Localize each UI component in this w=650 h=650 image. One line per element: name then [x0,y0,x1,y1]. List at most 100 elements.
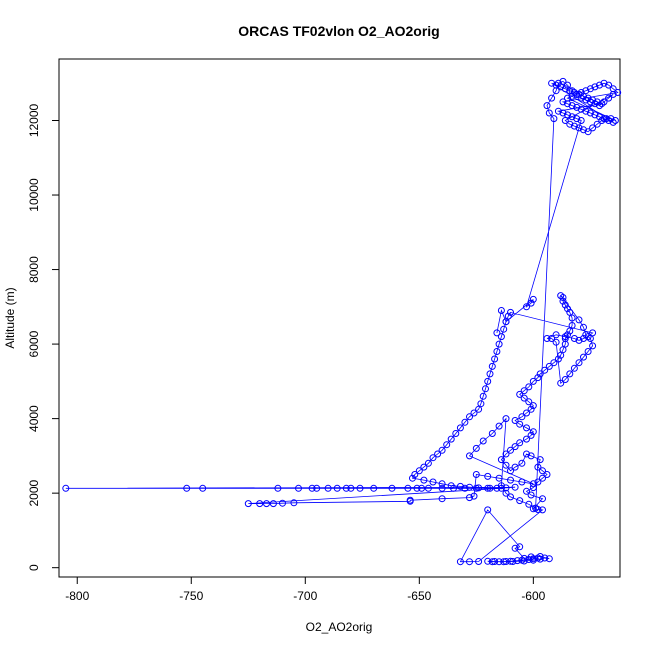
data-point [570,335,578,342]
chart-title: ORCAS TF02vlon O2_AO2orig [238,23,439,39]
data-point [497,482,505,490]
data-point [447,435,455,443]
data-point [523,409,530,417]
data-point [593,98,601,106]
data-point [575,336,583,344]
data-point [438,480,446,488]
data-point [525,398,533,406]
data-point [529,295,537,303]
data-point [543,335,551,342]
data-point [598,117,606,124]
data-point [596,113,603,121]
x-axis-label: O2_AO2orig [306,620,373,634]
data-point [557,83,565,91]
data-point [584,333,592,341]
data-point [484,377,492,385]
data-point [602,115,610,123]
data-point [543,471,551,478]
data-point [502,318,510,326]
data-point [511,483,519,491]
data-point [484,472,492,480]
data-point [486,484,494,492]
data-point [502,461,510,469]
data-point [516,390,524,398]
data-point [420,463,428,471]
data-point [607,115,615,123]
x-tick-label: -600 [521,589,545,603]
data-point [559,98,567,106]
data-point [596,81,603,89]
data-point [438,495,446,503]
x-axis: -800 -750 -700 -650 -600 [65,577,546,603]
data-point [452,430,460,437]
data-point [409,474,416,482]
data-point [507,557,514,565]
x-tick-label: -800 [65,589,89,603]
data-point [488,558,496,566]
data-point [589,96,597,104]
data-point [575,359,583,367]
plot-frame [58,58,621,578]
data-point [527,431,535,439]
data-point [491,558,499,565]
y-tick-label: 2000 [27,479,41,506]
data-point [539,506,546,514]
data-point [584,348,592,355]
data-point [502,489,510,497]
y-tick-label: 8000 [27,256,41,283]
data-point [411,471,419,478]
data-point [456,558,464,566]
data-point [479,392,487,400]
data-point [561,301,569,309]
data-point [488,362,496,370]
data-point [561,333,569,341]
data-point [582,107,590,115]
data-point [342,484,350,492]
data-point [591,100,599,108]
data-point [244,500,252,508]
data-point [550,115,558,123]
data-point [552,81,560,89]
data-point [516,439,524,447]
data-point [461,418,469,426]
data-point [566,120,574,128]
data-point [438,446,446,454]
data-point [582,96,590,104]
data-point [513,557,521,565]
data-point [575,316,583,324]
data-point [456,424,464,432]
y-axis: 0 2000 4000 6000 8000 10000 12000 [27,103,59,571]
data-point [388,484,396,492]
y-tick-label: 10000 [27,178,41,212]
data-point [580,92,587,100]
data-point [511,417,519,424]
data-point [324,484,332,492]
data-point [611,117,619,124]
data-point [183,484,191,492]
data-point [564,111,571,119]
data-point [62,484,70,492]
data-point [420,476,428,484]
data-point [543,102,551,110]
data-point [520,554,528,562]
data-point [466,413,473,421]
data-point [523,435,530,443]
data-point [589,342,597,350]
data-point [308,484,316,492]
data-point [539,495,546,503]
data-point [527,405,535,413]
data-point [472,484,480,492]
data-point [550,359,558,367]
data-point [495,474,503,482]
data-point [534,478,542,486]
data-point [507,446,514,454]
data-point [561,376,569,383]
data-point [577,105,585,113]
data-point [577,117,585,124]
x-tick-label: -750 [179,589,203,603]
data-point [313,484,321,492]
data-point [434,450,442,458]
data-point [545,109,553,117]
data-point [552,338,560,346]
data-point [525,383,533,391]
